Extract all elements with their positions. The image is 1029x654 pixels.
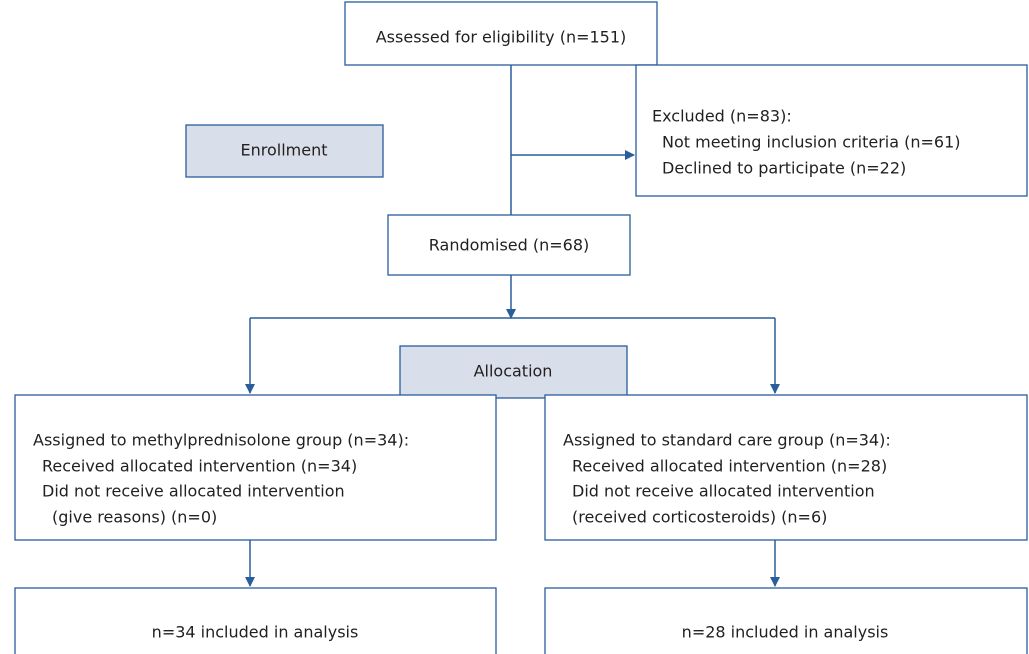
stage-label: Enrollment (241, 141, 328, 160)
node-text: n=34 included in analysis (152, 623, 359, 642)
node-text: Assessed for eligibility (n=151) (376, 28, 627, 47)
node-box (344, 1, 658, 66)
node-text: Received allocated intervention (n=28) (572, 457, 887, 476)
node-box (387, 214, 631, 276)
node-box (14, 587, 497, 654)
node-text: Assigned to standard care group (n=34): (563, 431, 891, 450)
node-text: (give reasons) (n=0) (52, 508, 217, 527)
node-box (544, 587, 1028, 654)
node-text: Not meeting inclusion criteria (n=61) (662, 133, 961, 152)
node-box (544, 394, 1028, 541)
node-text: Randomised (n=68) (429, 236, 590, 255)
node-text: Assigned to methylprednisolone group (n=… (33, 431, 409, 450)
stage-box (399, 345, 628, 399)
node-box (14, 394, 497, 541)
node-text: Did not receive allocated intervention (572, 482, 875, 501)
node-text: Did not receive allocated intervention (42, 482, 345, 501)
node-text: Received allocated intervention (n=34) (42, 457, 357, 476)
node-text: n=28 included in analysis (682, 623, 889, 642)
node-text: Excluded (n=83): (652, 107, 792, 126)
stage-label: Allocation (474, 362, 553, 381)
node-text: (received corticosteroids) (n=6) (572, 508, 827, 527)
stage-box (185, 124, 384, 178)
node-text: Declined to participate (n=22) (662, 159, 906, 178)
node-box (635, 64, 1028, 197)
